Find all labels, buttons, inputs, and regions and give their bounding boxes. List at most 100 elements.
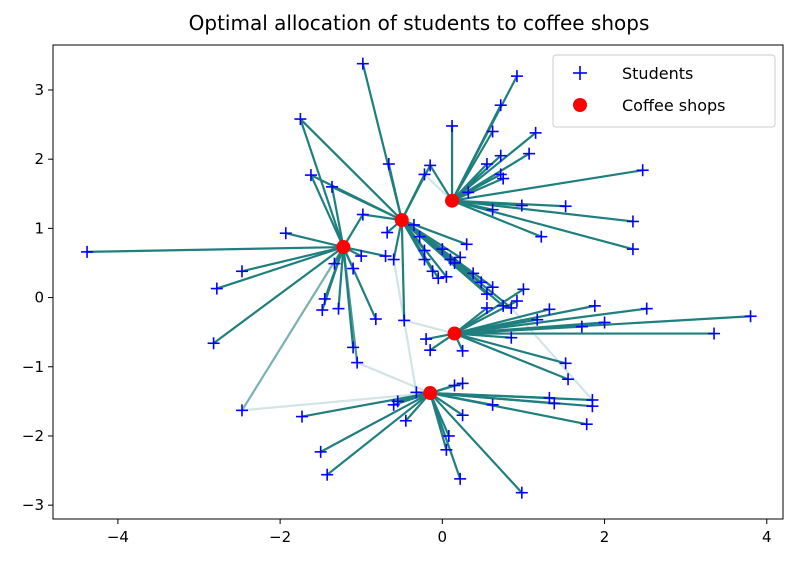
student-point — [548, 397, 561, 410]
student-point — [626, 215, 639, 228]
student-points — [81, 57, 757, 499]
student-point — [442, 429, 455, 442]
assignment-line — [87, 245, 344, 253]
student-point — [440, 270, 453, 283]
faint-assignment-line — [510, 307, 594, 401]
faint-assignment-line — [403, 319, 455, 335]
assignment-line — [216, 246, 344, 290]
legend-coffee-shops-label: Coffee shops — [622, 96, 726, 115]
student-point — [454, 472, 467, 485]
student-point — [486, 125, 499, 138]
y-tick-label: −2 — [22, 427, 44, 445]
student-point — [399, 414, 412, 427]
assignment-line — [429, 392, 523, 494]
plot-area — [81, 57, 757, 499]
student-point — [207, 337, 220, 350]
student-point — [356, 208, 369, 221]
coffee-shop-point — [336, 240, 351, 255]
assignment-line — [451, 75, 518, 202]
x-axis: −4 −2 0 2 4 — [107, 519, 772, 546]
student-point — [326, 180, 339, 193]
student-point — [456, 344, 469, 357]
assignment-line — [454, 307, 647, 335]
coffee-shop-point — [447, 326, 462, 341]
coffee-shop-point — [423, 386, 438, 401]
assignment-line — [387, 163, 403, 221]
student-point — [418, 168, 431, 181]
student-point — [588, 299, 601, 312]
student-point — [381, 226, 394, 239]
student-point — [418, 253, 431, 266]
student-point — [420, 333, 433, 346]
student-point — [332, 302, 345, 315]
student-point — [486, 203, 499, 216]
coffee-shop-point — [394, 213, 409, 228]
assignment-line — [451, 199, 542, 238]
student-point — [505, 301, 518, 314]
student-point — [480, 301, 493, 314]
student-point — [529, 126, 542, 139]
student-point — [210, 282, 223, 295]
assignment-line — [451, 163, 488, 202]
student-point — [531, 313, 544, 326]
student-point — [559, 200, 572, 213]
student-point — [448, 379, 461, 392]
student-point — [369, 313, 382, 326]
student-point — [640, 302, 653, 315]
assignment-line — [212, 246, 345, 345]
assignment-line — [454, 308, 550, 335]
student-point — [510, 70, 523, 83]
student-point — [523, 147, 536, 160]
student-point — [460, 238, 473, 251]
student-point — [355, 250, 368, 263]
student-point — [480, 158, 493, 171]
assignment-line — [343, 245, 386, 258]
y-tick-label: 3 — [34, 81, 44, 99]
y-axis: −3 −2 −1 0 1 2 3 — [22, 81, 53, 514]
legend: Students Coffee shops — [552, 54, 776, 128]
coffee-shop-points — [336, 193, 462, 401]
assignment-line — [309, 174, 345, 248]
student-point — [494, 99, 507, 112]
x-tick-label: −4 — [107, 528, 129, 546]
x-tick-label: −2 — [269, 528, 291, 546]
student-point — [475, 276, 488, 289]
assignment-line — [301, 391, 431, 418]
student-point — [321, 468, 334, 481]
y-tick-label: −1 — [22, 358, 44, 376]
assignment-line — [400, 219, 426, 261]
assignment-line — [454, 332, 566, 365]
student-point — [454, 251, 467, 264]
coffee-shop-point — [445, 193, 460, 208]
assignment-line — [401, 219, 452, 261]
student-point — [318, 292, 331, 305]
assignment-line — [451, 199, 634, 251]
assignment-line — [299, 118, 403, 221]
y-tick-label: 0 — [34, 289, 44, 307]
x-tick-label: 4 — [762, 528, 772, 546]
student-point — [424, 344, 437, 357]
student-point — [387, 398, 400, 411]
student-point — [436, 243, 449, 256]
student-point — [515, 199, 528, 212]
student-point — [235, 265, 248, 278]
assignment-line — [452, 199, 566, 208]
y-tick-label: 2 — [34, 150, 44, 168]
assignment-line — [330, 186, 345, 248]
student-point — [294, 113, 307, 126]
student-point — [328, 257, 341, 270]
student-point — [456, 377, 469, 390]
student-point — [235, 404, 248, 417]
faint-assignment-line — [241, 391, 431, 412]
student-point — [413, 230, 426, 243]
student-point — [316, 304, 329, 317]
assignment-line — [454, 315, 751, 335]
student-point — [486, 281, 499, 294]
student-point — [497, 299, 510, 312]
assignment-line — [454, 332, 569, 381]
assignment-line — [451, 132, 537, 202]
assignment-line — [451, 199, 634, 223]
faint-assignment-line — [241, 246, 345, 411]
y-tick-label: −3 — [22, 496, 44, 514]
legend-coffee-shop-marker — [573, 98, 587, 112]
